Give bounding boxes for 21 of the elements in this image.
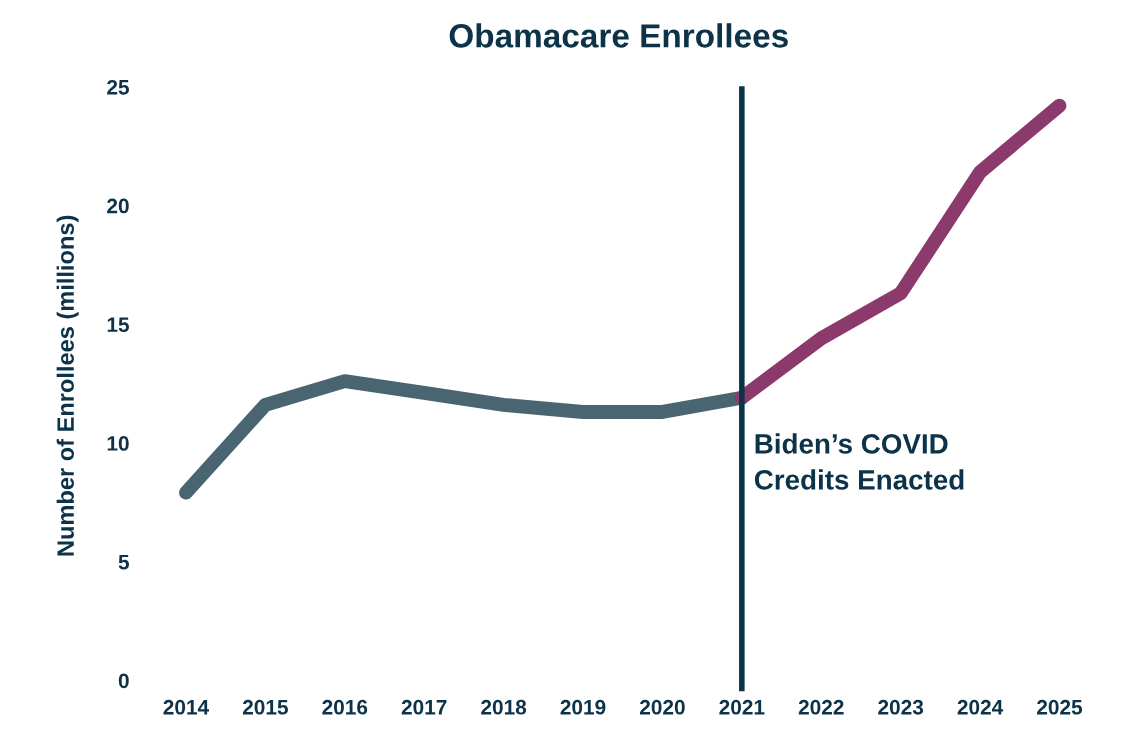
x-tick-label: 2023: [878, 699, 924, 715]
y-tick-label: 25: [107, 79, 130, 95]
x-tick-label: 2014: [163, 699, 210, 715]
y-tick-label: 10: [107, 436, 129, 451]
ref-line-label: Biden’s COVID Credits Enacted: [754, 433, 964, 490]
x-tick-label: 2025: [1037, 699, 1083, 715]
chart-title: Obamacare Enrollees: [449, 23, 788, 48]
x-tick-label: 2017: [401, 699, 447, 715]
x-tick-label: 2021: [719, 699, 765, 715]
x-tick-label: 2015: [242, 699, 288, 715]
y-tick-label: 0: [118, 673, 129, 689]
y-tick-label: 15: [107, 317, 130, 333]
y-axis-title: Number of Enrollees (millions): [56, 215, 79, 556]
x-tick-label: 2019: [560, 699, 606, 715]
x-tick-label: 2024: [957, 699, 1004, 715]
x-tick-label: 2022: [798, 699, 844, 715]
y-tick-label: 5: [118, 554, 129, 570]
y-tick-label: 20: [107, 198, 129, 214]
x-tick-label: 2018: [481, 699, 527, 715]
x-tick-label: 2020: [639, 699, 685, 715]
x-tick-label: 2016: [322, 699, 368, 715]
